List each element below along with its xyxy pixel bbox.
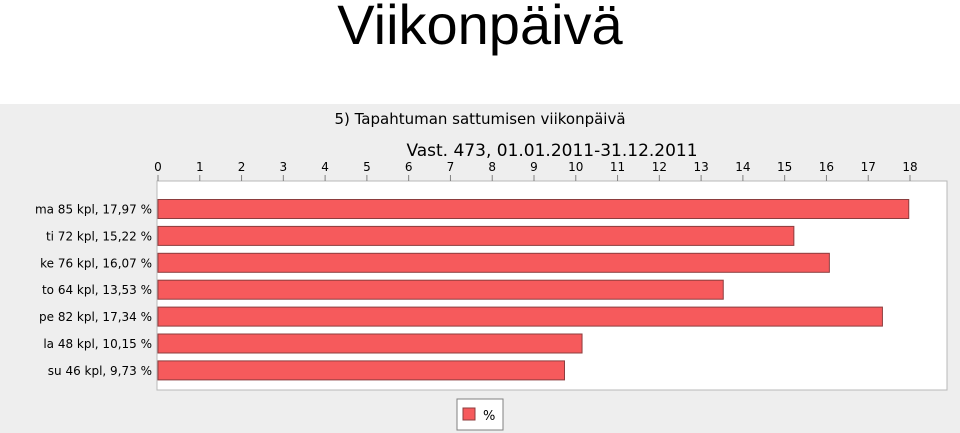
bars	[157, 199, 910, 381]
x-tick-label: 12	[652, 160, 667, 174]
x-tick-label: 17	[861, 160, 876, 174]
bar-chart: 5) Tapahtuman sattumisen viikonpäivä Vas…	[35, 110, 948, 431]
bar	[157, 279, 724, 300]
category-label: ke 76 kpl, 16,07 %	[40, 256, 152, 270]
x-axis: 0 1 2 3 4 5 6 7 8 9 10 11 12 13 14 15 16 17 18	[154, 160, 918, 181]
legend-swatch	[462, 407, 476, 421]
bar	[157, 225, 795, 246]
x-tick-label: 16	[819, 160, 834, 174]
category-label: to 64 kpl, 13,53 %	[42, 283, 152, 297]
bar	[157, 306, 883, 327]
category-label: ti 72 kpl, 15,22 %	[46, 229, 152, 243]
slide-title: Viikonpäivä	[337, 0, 623, 56]
x-tick-label: 8	[488, 160, 496, 174]
chart-title: 5) Tapahtuman sattumisen viikonpäivä	[334, 110, 625, 128]
x-tick-label: 11	[610, 160, 625, 174]
x-tick-label: 0	[154, 160, 162, 174]
bar	[157, 333, 583, 354]
category-label: pe 82 kpl, 17,34 %	[39, 310, 152, 324]
x-tick-label: 18	[902, 160, 917, 174]
x-tick-label: 5	[363, 160, 371, 174]
bar	[157, 252, 830, 273]
legend: %	[456, 398, 504, 431]
category-label: ma 85 kpl, 17,97 %	[35, 203, 152, 217]
x-tick-label: 9	[530, 160, 538, 174]
x-tick-label: 1	[196, 160, 204, 174]
x-tick-label: 15	[777, 160, 792, 174]
chart-subtitle: Vast. 473, 01.01.2011-31.12.2011	[406, 141, 697, 161]
x-tick-label: 4	[321, 160, 329, 174]
legend-label: %	[483, 409, 495, 424]
x-tick-label: 6	[405, 160, 413, 174]
category-label: su 46 kpl, 9,73 %	[48, 364, 152, 378]
x-tick-label: 13	[693, 160, 708, 174]
x-tick-label: 10	[568, 160, 583, 174]
chart-panel: 5) Tapahtuman sattumisen viikonpäivä Vas…	[0, 104, 960, 433]
category-labels: ma 85 kpl, 17,97 % ti 72 kpl, 15,22 % ke 7…	[35, 203, 152, 378]
x-tick-label: 2	[238, 160, 246, 174]
x-tick-label: 14	[735, 160, 750, 174]
x-tick-label: 3	[280, 160, 288, 174]
bar	[157, 360, 565, 381]
category-label: la 48 kpl, 10,15 %	[43, 337, 152, 351]
x-tick-label: 7	[447, 160, 455, 174]
bar	[157, 199, 910, 219]
